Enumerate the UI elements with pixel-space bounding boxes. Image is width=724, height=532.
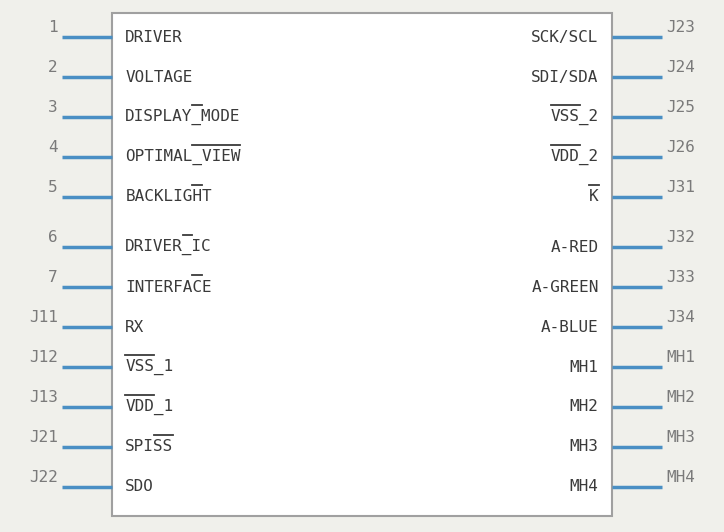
Text: 7: 7 bbox=[49, 270, 58, 285]
Text: MH2: MH2 bbox=[666, 390, 695, 405]
Text: VDD_1: VDD_1 bbox=[125, 399, 173, 415]
Text: VSS_2: VSS_2 bbox=[551, 109, 599, 125]
Text: SDI/SDA: SDI/SDA bbox=[531, 70, 599, 85]
Text: A-GREEN: A-GREEN bbox=[531, 280, 599, 295]
Text: J12: J12 bbox=[29, 350, 58, 365]
Text: J33: J33 bbox=[666, 270, 695, 285]
Text: SCK/SCL: SCK/SCL bbox=[531, 30, 599, 45]
Text: OPTIMAL_VIEW: OPTIMAL_VIEW bbox=[125, 149, 241, 165]
Text: J22: J22 bbox=[29, 470, 58, 485]
Text: MH4: MH4 bbox=[570, 479, 599, 494]
Text: SPISS: SPISS bbox=[125, 439, 173, 454]
Text: DRIVER: DRIVER bbox=[125, 30, 183, 45]
Text: J11: J11 bbox=[29, 310, 58, 325]
Text: J26: J26 bbox=[666, 140, 695, 155]
Text: K: K bbox=[589, 189, 599, 204]
Text: J24: J24 bbox=[666, 60, 695, 75]
Text: VDD_2: VDD_2 bbox=[551, 149, 599, 165]
Text: RX: RX bbox=[125, 320, 145, 335]
Text: MH1: MH1 bbox=[570, 360, 599, 375]
Text: SDO: SDO bbox=[125, 479, 154, 494]
Text: VSS_1: VSS_1 bbox=[125, 359, 173, 375]
Text: J23: J23 bbox=[666, 20, 695, 35]
Text: MH4: MH4 bbox=[666, 470, 695, 485]
Text: J13: J13 bbox=[29, 390, 58, 405]
Text: MH1: MH1 bbox=[666, 350, 695, 365]
Text: J32: J32 bbox=[666, 230, 695, 245]
Text: J25: J25 bbox=[666, 100, 695, 115]
Text: 4: 4 bbox=[49, 140, 58, 155]
Text: VOLTAGE: VOLTAGE bbox=[125, 70, 193, 85]
Text: J31: J31 bbox=[666, 180, 695, 195]
Text: MH3: MH3 bbox=[666, 430, 695, 445]
Text: A-BLUE: A-BLUE bbox=[541, 320, 599, 335]
Text: INTERFACE: INTERFACE bbox=[125, 280, 212, 295]
Text: DISPLAY_MODE: DISPLAY_MODE bbox=[125, 109, 241, 125]
Bar bbox=[112, 13, 612, 516]
Text: J34: J34 bbox=[666, 310, 695, 325]
Text: BACKLIGHT: BACKLIGHT bbox=[125, 189, 212, 204]
Text: A-RED: A-RED bbox=[551, 240, 599, 255]
Text: 6: 6 bbox=[49, 230, 58, 245]
Text: MH3: MH3 bbox=[570, 439, 599, 454]
Text: 1: 1 bbox=[49, 20, 58, 35]
Text: MH2: MH2 bbox=[570, 400, 599, 414]
Text: J21: J21 bbox=[29, 430, 58, 445]
Text: 5: 5 bbox=[49, 180, 58, 195]
Text: DRIVER_IC: DRIVER_IC bbox=[125, 239, 212, 255]
Text: 3: 3 bbox=[49, 100, 58, 115]
Text: 2: 2 bbox=[49, 60, 58, 75]
